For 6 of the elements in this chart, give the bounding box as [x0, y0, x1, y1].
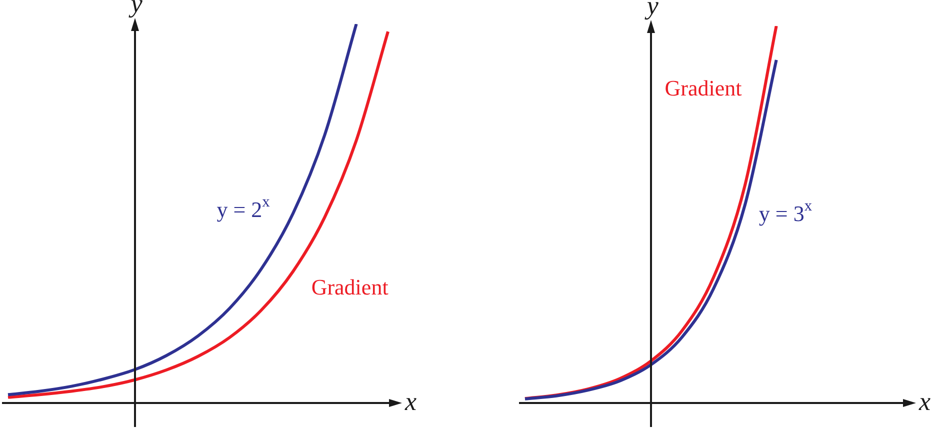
y-axis-title: y: [644, 0, 659, 20]
x-axis-title: x: [918, 386, 931, 416]
x-axis-title: x: [404, 386, 417, 416]
y-axis-title: y: [128, 0, 143, 18]
series-label: Gradient: [311, 274, 388, 300]
series-label: Gradient: [664, 76, 742, 101]
